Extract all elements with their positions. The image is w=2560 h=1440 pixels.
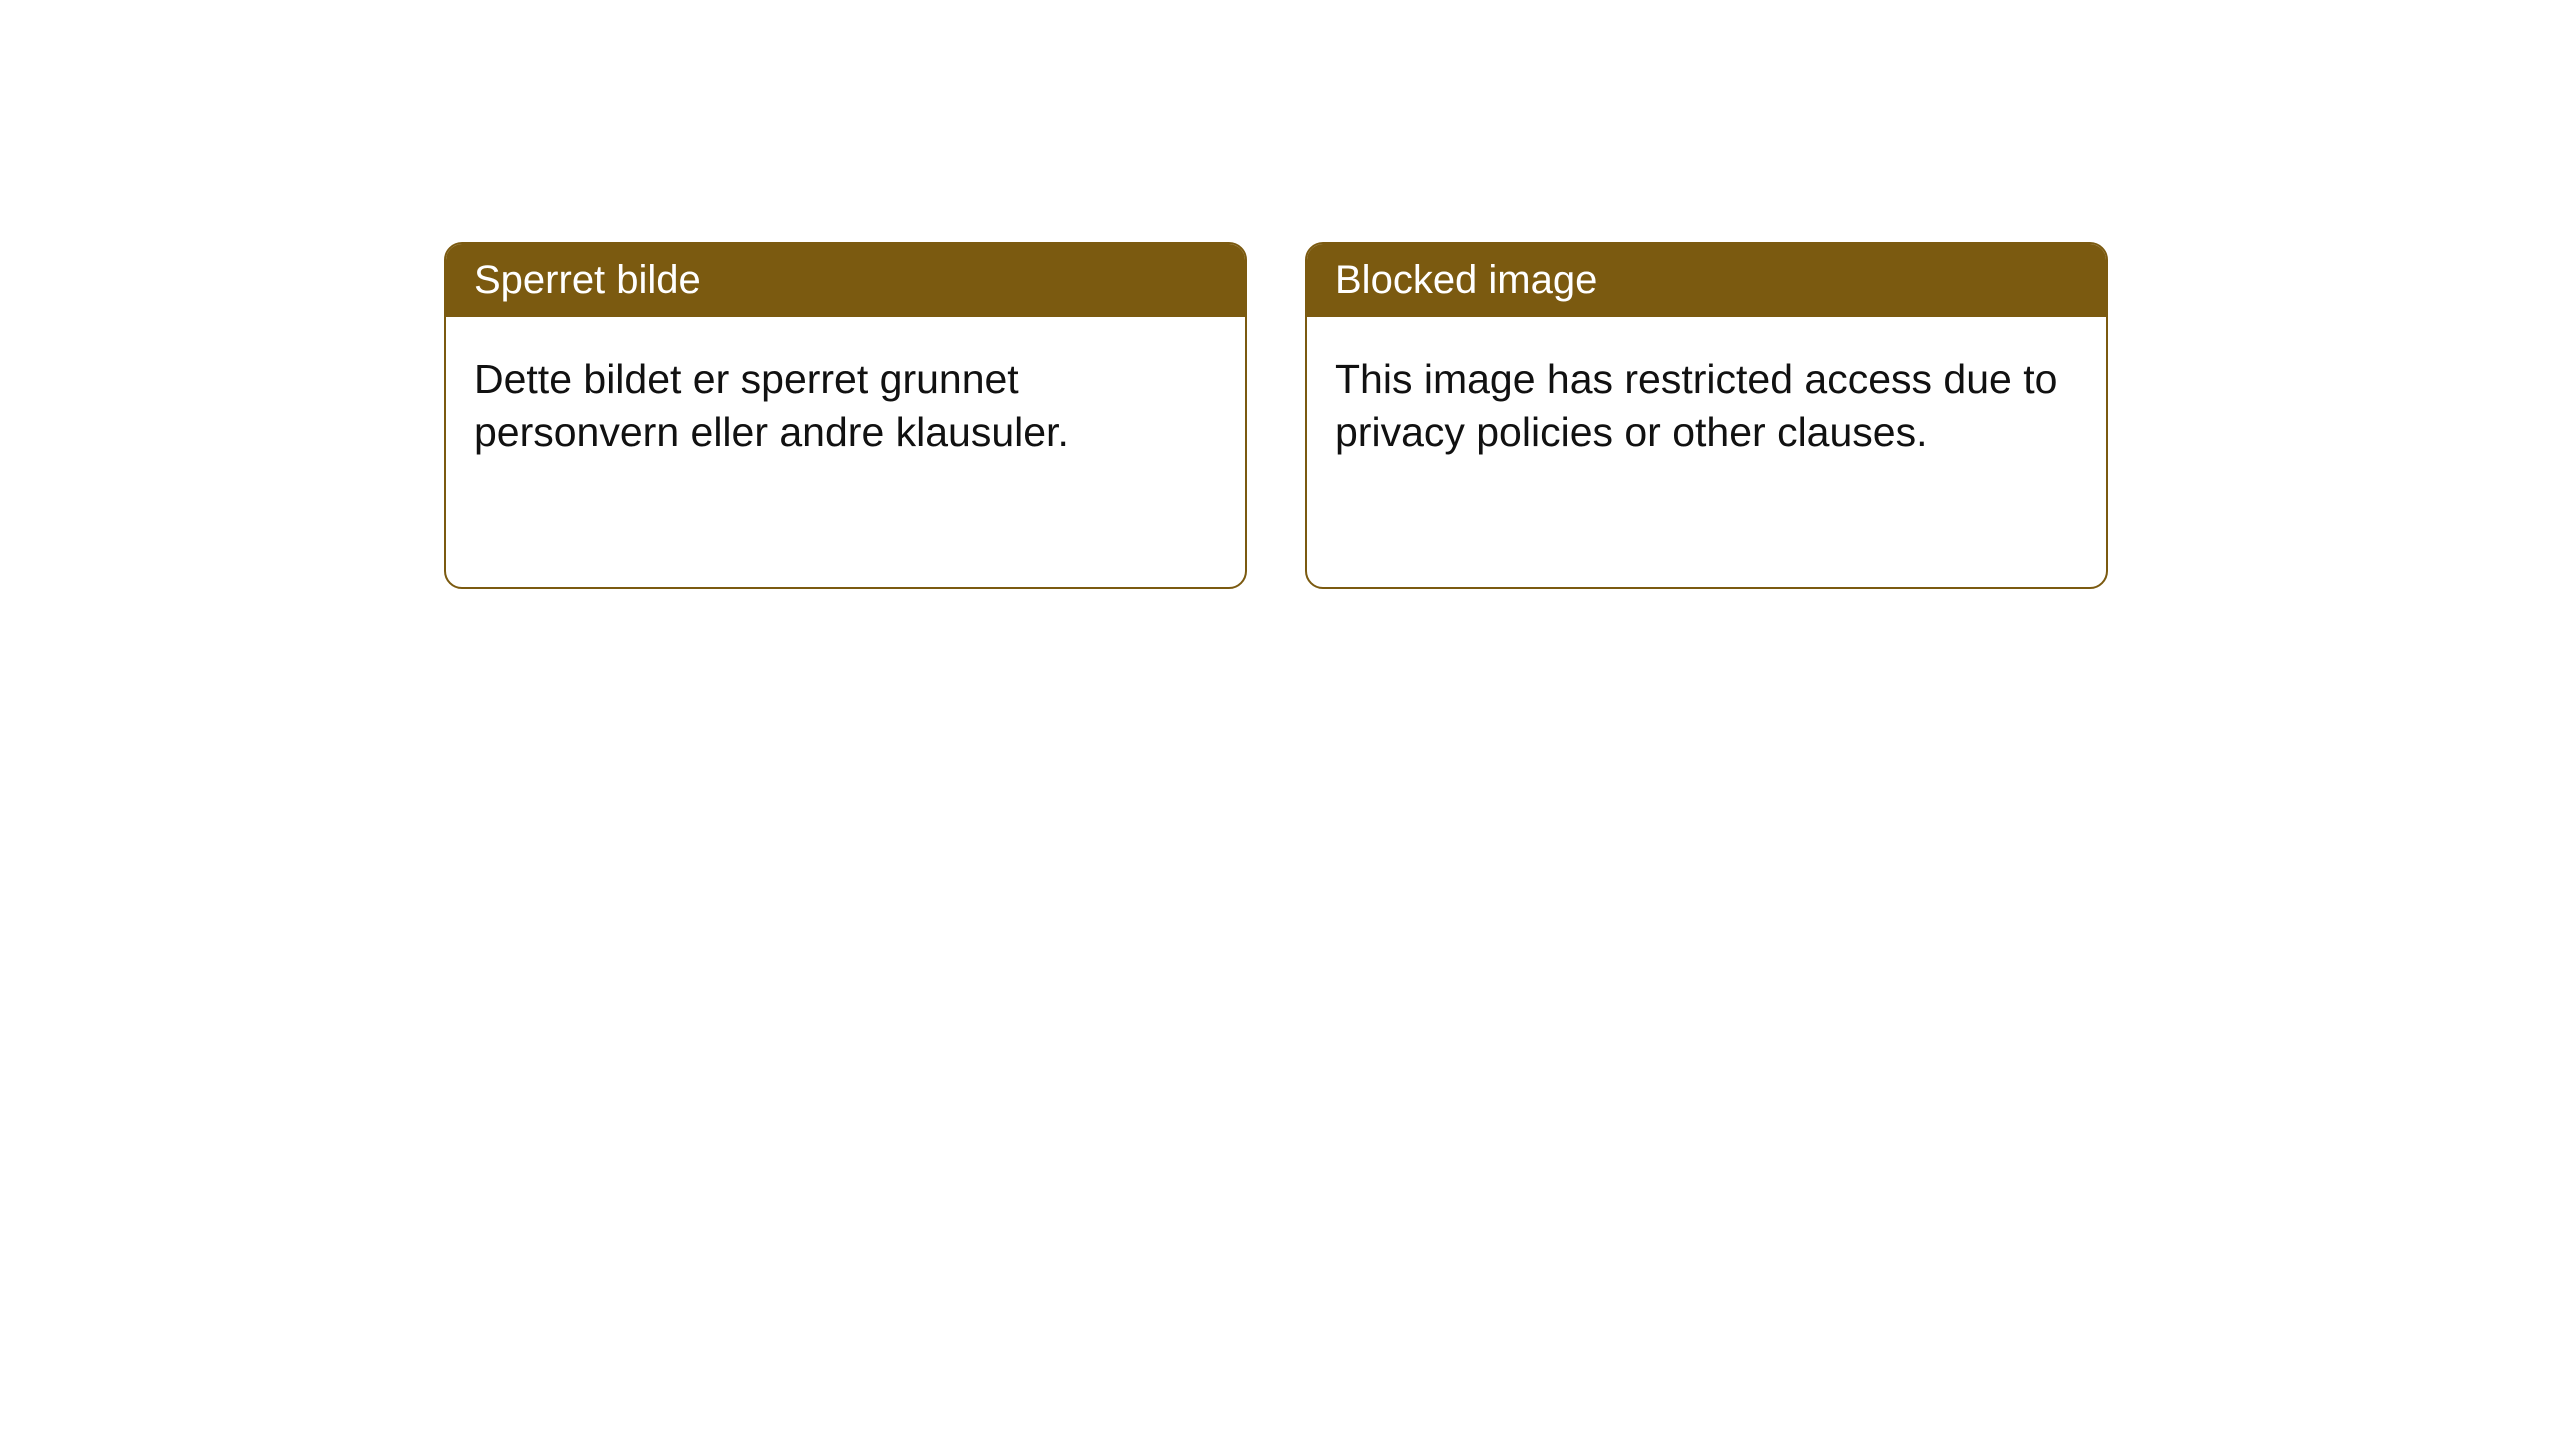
notice-card-english: Blocked image This image has restricted … (1305, 242, 2108, 589)
notice-container: Sperret bilde Dette bildet er sperret gr… (444, 242, 2108, 589)
notice-body: This image has restricted access due to … (1307, 317, 2106, 587)
notice-body: Dette bildet er sperret grunnet personve… (446, 317, 1245, 587)
notice-title: Sperret bilde (446, 244, 1245, 317)
notice-title: Blocked image (1307, 244, 2106, 317)
notice-card-norwegian: Sperret bilde Dette bildet er sperret gr… (444, 242, 1247, 589)
